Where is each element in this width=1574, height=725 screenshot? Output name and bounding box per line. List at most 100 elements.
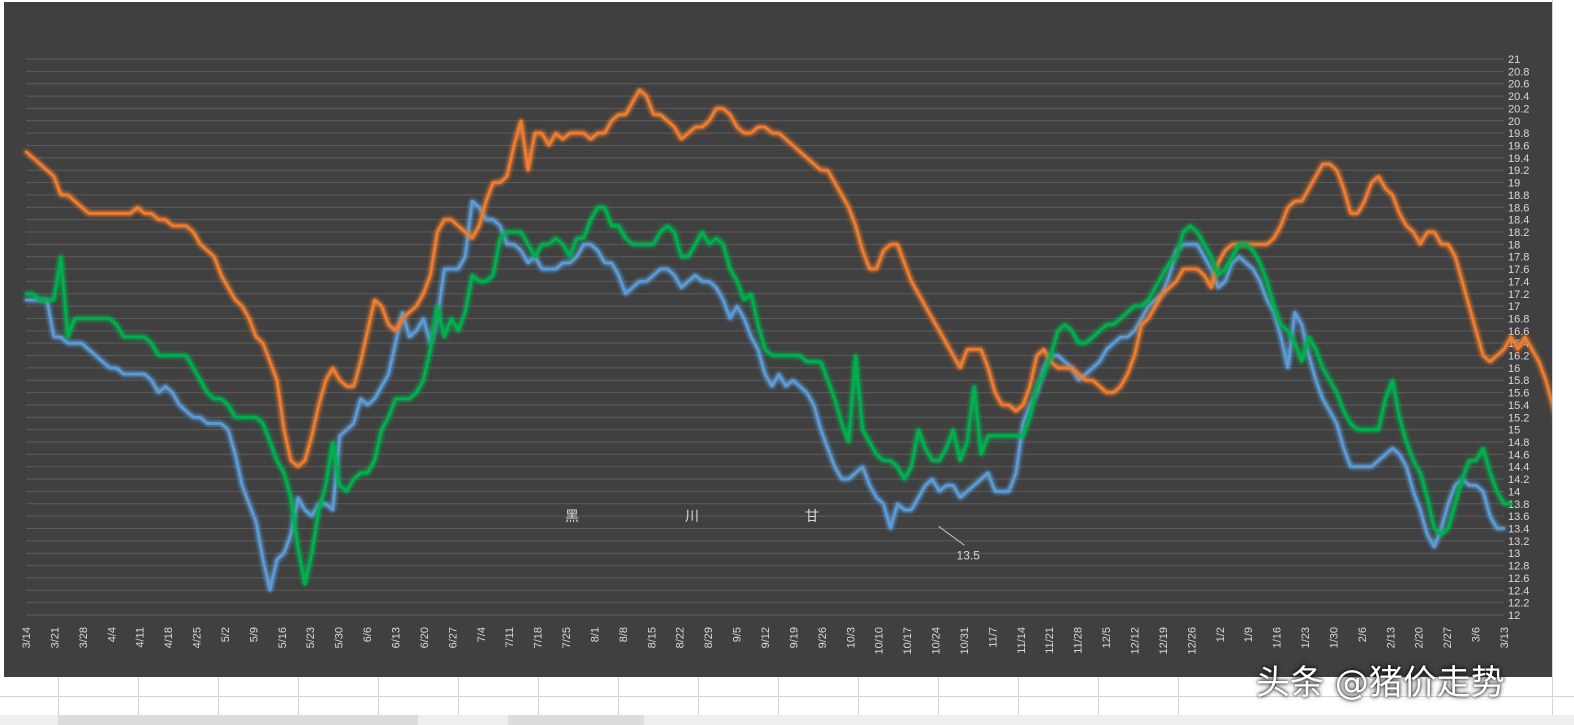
x-tick-label: 5/30 — [334, 627, 346, 648]
y-tick-label: 18 — [1508, 239, 1520, 251]
y-tick-label: 20 — [1508, 116, 1520, 128]
x-tick-label: 2/6 — [1357, 627, 1369, 642]
x-tick-label: 6/20 — [419, 627, 431, 648]
x-tick-label: 8/8 — [618, 627, 630, 642]
x-tick-label: 3/28 — [78, 627, 90, 648]
y-tick-label: 12.4 — [1508, 585, 1529, 597]
y-tick-label: 16 — [1508, 363, 1520, 375]
x-tick-label: 10/24 — [931, 627, 943, 655]
y-tick-label: 20.6 — [1508, 79, 1529, 91]
y-tick-label: 14.2 — [1508, 474, 1529, 486]
x-tick-label: 8/1 — [589, 627, 601, 642]
x-tick-label: 10/31 — [959, 627, 971, 655]
line-chart: 1212.212.412.612.81313.213.413.613.81414… — [21, 54, 1552, 655]
y-tick-label: 18.2 — [1508, 227, 1529, 239]
sheet-tab-strip — [0, 715, 1574, 725]
x-tick-label: 1/16 — [1272, 627, 1284, 648]
x-tick-label: 10/17 — [902, 627, 914, 655]
legend-label: 甘 — [805, 509, 819, 525]
x-tick-label: 11/14 — [1016, 627, 1028, 654]
series-lines — [24, 88, 1552, 592]
x-tick-label: 11/28 — [1073, 627, 1085, 654]
y-axis: 1212.212.412.612.81313.213.413.613.81414… — [1508, 54, 1529, 622]
y-tick-label: 13.8 — [1508, 499, 1529, 511]
sheet-tab[interactable] — [508, 715, 644, 725]
y-tick-label: 19.8 — [1508, 128, 1529, 140]
x-tick-label: 12/26 — [1186, 627, 1198, 655]
annotation: 13.5 — [938, 525, 981, 562]
y-tick-label: 12 — [1508, 610, 1520, 622]
y-tick-label: 19.4 — [1508, 153, 1529, 165]
y-tick-label: 12.8 — [1508, 561, 1529, 573]
y-tick-label: 18.4 — [1508, 215, 1529, 227]
y-tick-label: 12.6 — [1508, 573, 1529, 585]
x-tick-label: 2/13 — [1385, 627, 1397, 648]
y-tick-label: 13 — [1508, 548, 1520, 560]
x-tick-label: 3/21 — [49, 627, 61, 648]
x-tick-label: 12/5 — [1101, 627, 1113, 648]
x-axis: 3/14 3/21 3/28 4/4 4/11 4/18 4/25 5/2 5/9 5/16 5/2… — [21, 627, 1511, 655]
x-tick-label: 12/19 — [1158, 627, 1170, 655]
x-tick-label: 1/2 — [1215, 627, 1227, 642]
chart-area: 12 12.2 12.4 12.6 12.8 13 13.2 13.4 13.6 13.8 14 14… — [4, 2, 1552, 677]
x-tick-label: 4/4 — [106, 627, 118, 642]
y-tick-label: 17.2 — [1508, 289, 1529, 301]
x-tick-label: 6/13 — [391, 627, 403, 648]
y-tick-label: 15.8 — [1508, 375, 1529, 387]
x-tick-label: 10/3 — [845, 627, 857, 648]
series-line — [24, 88, 1552, 468]
x-tick-label: 3/13 — [1499, 627, 1511, 648]
y-tick-label: 15.6 — [1508, 388, 1529, 400]
y-tick-label: 14 — [1508, 486, 1520, 498]
x-tick-label: 3/6 — [1471, 627, 1483, 642]
annotation-label: 13.5 — [957, 548, 981, 562]
y-tick-label: 17.8 — [1508, 252, 1529, 264]
x-tick-label: 9/19 — [788, 627, 800, 648]
series-line — [24, 199, 1506, 592]
y-tick-label: 16.6 — [1508, 326, 1529, 338]
x-tick-label: 7/25 — [561, 627, 573, 648]
x-tick-label: 1/30 — [1328, 627, 1340, 648]
legend-label: 川 — [685, 509, 699, 525]
y-tick-label: 20.8 — [1508, 66, 1529, 78]
y-tick-label: 13.6 — [1508, 511, 1529, 523]
x-tick-label: 5/23 — [305, 627, 317, 648]
x-tick-label: 4/25 — [192, 627, 204, 648]
x-tick-label: 10/10 — [874, 627, 886, 655]
x-tick-label: 9/5 — [732, 627, 744, 642]
y-tick-label: 12.2 — [1508, 598, 1529, 610]
x-tick-label: 7/18 — [533, 627, 545, 648]
gridlines — [26, 58, 1504, 616]
x-tick-label: 3/14 — [21, 627, 33, 648]
x-tick-label: 6/27 — [447, 627, 459, 648]
x-tick-label: 11/21 — [1044, 627, 1056, 654]
x-tick-label: 8/15 — [646, 627, 658, 648]
x-tick-label: 8/22 — [675, 627, 687, 648]
y-tick-label: 17 — [1508, 301, 1520, 313]
x-tick-label: 6/6 — [362, 627, 374, 642]
y-tick-label: 15.2 — [1508, 412, 1529, 424]
y-tick-label: 15 — [1508, 425, 1520, 437]
y-tick-label: 16.2 — [1508, 351, 1529, 363]
x-tick-label: 9/26 — [817, 627, 829, 648]
y-tick-label: 14.6 — [1508, 449, 1529, 461]
y-tick-label: 19 — [1508, 178, 1520, 190]
x-tick-label: 8/29 — [703, 627, 715, 648]
y-tick-label: 13.2 — [1508, 536, 1529, 548]
annotation-leader — [938, 525, 965, 546]
x-tick-label: 5/9 — [248, 627, 260, 642]
y-tick-label: 19.2 — [1508, 165, 1529, 177]
x-tick-label: 1/9 — [1243, 627, 1255, 642]
y-tick-label: 19.6 — [1508, 140, 1529, 152]
x-tick-label: 4/11 — [135, 627, 147, 648]
x-tick-label: 2/27 — [1442, 627, 1454, 648]
y-tick-label: 16.8 — [1508, 313, 1529, 325]
x-tick-label: 1/23 — [1300, 627, 1312, 648]
y-tick-label: 17.4 — [1508, 276, 1529, 288]
y-tick-label: 13.4 — [1508, 524, 1529, 536]
series-line — [24, 206, 1513, 586]
y-tick-label: 20.2 — [1508, 103, 1529, 115]
sheet-tab[interactable] — [58, 715, 418, 725]
legend: 黑川甘 — [528, 509, 819, 525]
x-tick-label: 12/12 — [1130, 627, 1142, 655]
